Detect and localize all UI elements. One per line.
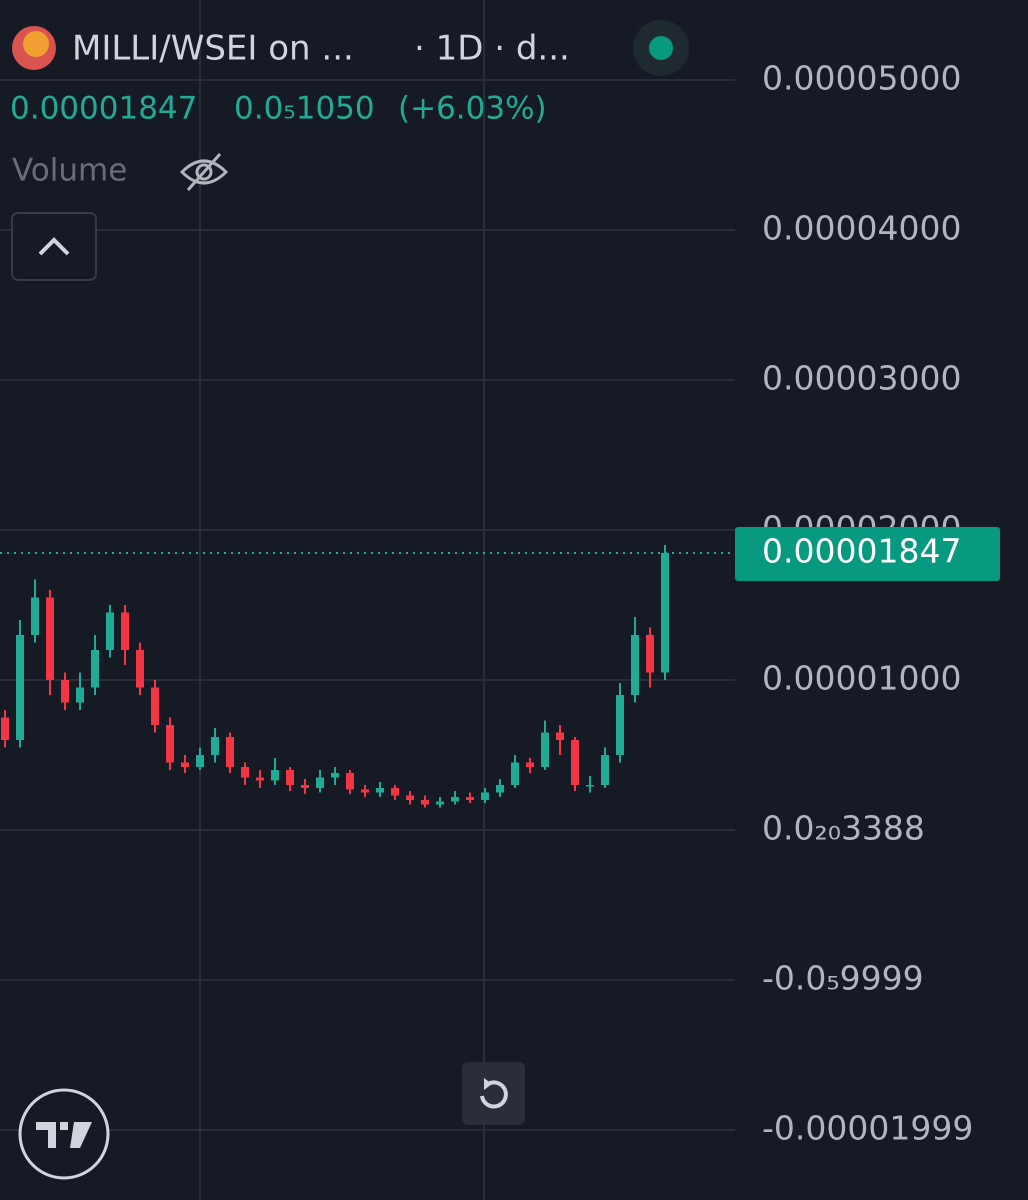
y-tick-label: -0.00001999 [762,1108,973,1147]
y-tick-label: -0.0₅9999 [762,958,924,997]
candle-body [421,799,429,805]
y-tick-label: 0.00003000 [762,358,961,397]
candle-body [226,736,234,767]
collapse-button[interactable] [11,212,97,281]
candle-body [316,777,324,788]
candle-body [31,597,39,635]
candle-body [616,694,624,755]
tradingview-logo[interactable] [18,1088,110,1180]
last-price-tag-label: 0.00001847 [762,531,961,570]
status-dot [649,36,673,60]
interval[interactable]: · 1D · d... [414,29,570,69]
tradingview-mark [36,1122,92,1148]
volume-label: Volume [12,153,127,189]
symbol-title[interactable]: MILLI/WSEI on ... [72,29,354,69]
candle-body [511,762,519,785]
candle-body [646,634,654,673]
candle-body [1,717,9,740]
candle-body [271,769,279,781]
price-change-percent: (+6.03%) [398,91,547,127]
y-tick-label: 0.00004000 [762,208,961,247]
candle-body [61,679,69,703]
hide-volume-icon[interactable] [179,153,229,191]
candle-body [196,754,204,767]
candle-body [46,597,54,680]
y-tick-label: 0.00005000 [762,58,961,97]
candle-body [661,552,669,673]
candle-body [406,795,414,800]
candle-body [631,634,639,695]
candle-body [346,772,354,790]
candle-body [301,784,309,788]
candle-body [286,769,294,785]
candle-body [466,796,474,800]
candle-body [496,784,504,793]
y-tick-label: 0.0₂₀3388 [762,808,925,847]
candle-body [106,612,114,650]
candle-body [601,754,609,785]
candle-body [121,612,129,650]
price-change: 0.0₅1050 [234,91,375,127]
candle-body [481,792,489,800]
reset-icon-arrow [484,1078,492,1090]
last-price-tag [735,526,1000,581]
candle-body [256,777,264,781]
reset-icon [480,1080,508,1109]
candle-body [91,649,99,688]
candle-body [136,649,144,688]
candle-body [571,739,579,785]
candle-body [391,787,399,796]
candle-body [211,736,219,755]
y-tick-label: 0.00001000 [762,658,961,697]
candle-body [541,732,549,767]
candle-body [16,634,24,740]
candle-body [331,772,339,778]
candle-body [436,801,444,805]
chevron-up-icon [38,237,70,256]
candle-body [76,687,84,703]
token-logo-face [23,31,49,57]
candle-body [586,784,594,787]
candle-body [241,766,249,778]
candle-body [376,787,384,793]
candle-body [166,724,174,763]
reset-button[interactable] [462,1062,525,1125]
candle-body [451,796,459,802]
candle-body [181,762,189,767]
candle-body [151,687,159,725]
last-price: 0.00001847 [10,91,197,127]
candle-body [556,732,564,740]
candle-body [526,762,534,767]
candle-body [361,789,369,793]
